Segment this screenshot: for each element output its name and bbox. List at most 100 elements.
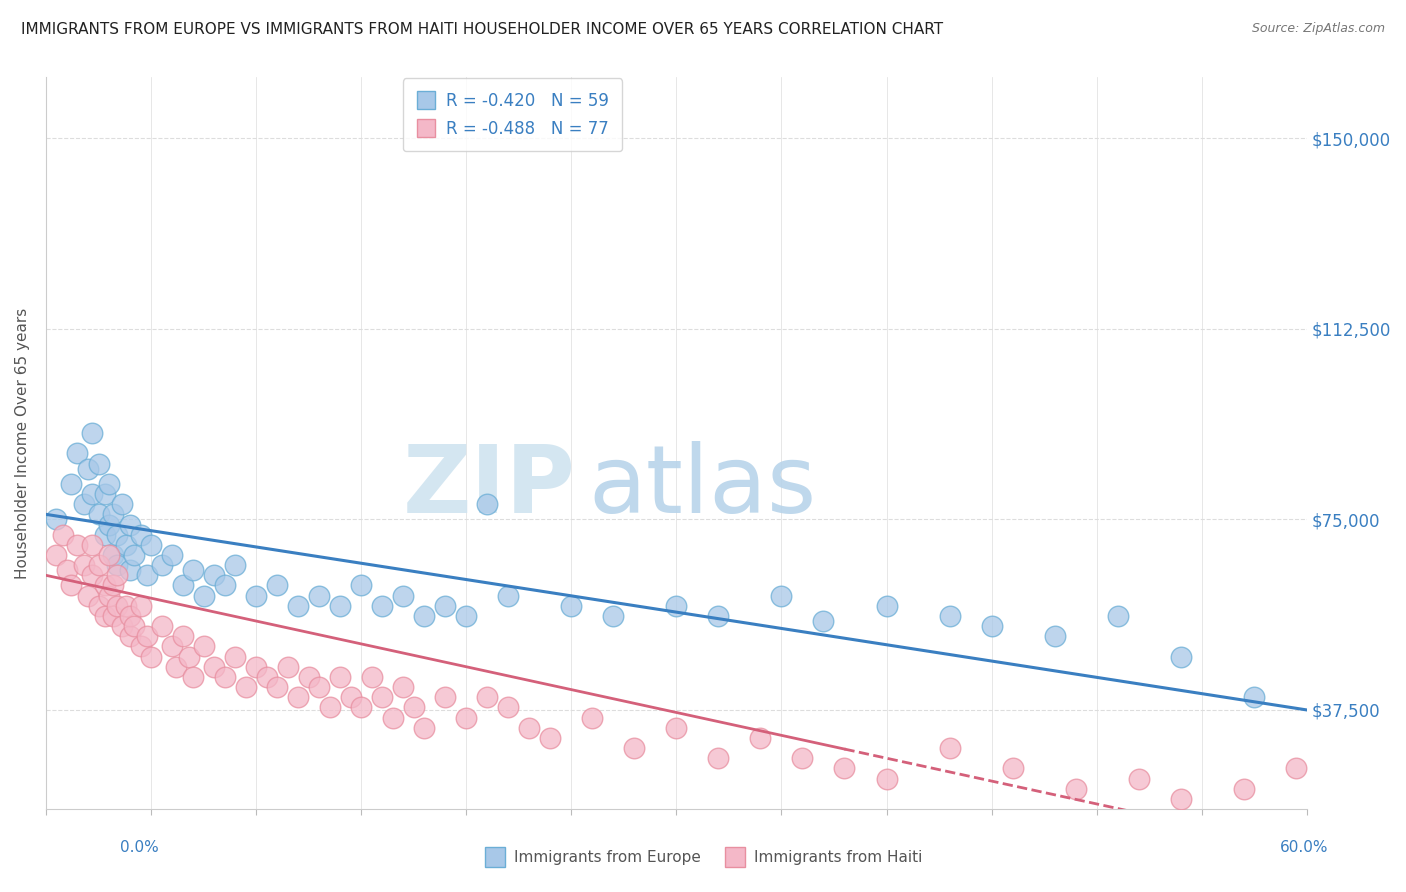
- Point: [103, 548, 125, 562]
- Point: [193, 640, 215, 654]
- Legend: R = -0.420   N = 59, R = -0.488   N = 77: R = -0.420 N = 59, R = -0.488 N = 77: [402, 78, 623, 151]
- Point: [129, 640, 152, 654]
- Point: [98, 476, 121, 491]
- Point: [122, 619, 145, 633]
- Point: [160, 640, 183, 654]
- Point: [193, 589, 215, 603]
- Point: [87, 599, 110, 613]
- Point: [114, 599, 136, 613]
- Point: [749, 731, 772, 745]
- Point: [1001, 761, 1024, 775]
- Point: [172, 629, 194, 643]
- Point: [181, 563, 204, 577]
- Point: [413, 721, 436, 735]
- Point: [434, 599, 457, 613]
- Point: [202, 568, 225, 582]
- Point: [118, 629, 141, 643]
- Point: [792, 751, 814, 765]
- Point: [73, 497, 96, 511]
- Point: [87, 508, 110, 522]
- Point: [813, 614, 835, 628]
- Point: [177, 649, 200, 664]
- Point: [1128, 772, 1150, 786]
- Text: IMMIGRANTS FROM EUROPE VS IMMIGRANTS FROM HAITI HOUSEHOLDER INCOME OVER 65 YEARS: IMMIGRANTS FROM EUROPE VS IMMIGRANTS FRO…: [21, 22, 943, 37]
- Point: [392, 589, 415, 603]
- Point: [111, 497, 134, 511]
- Point: [82, 538, 104, 552]
- Text: atlas: atlas: [588, 442, 817, 533]
- Point: [60, 578, 83, 592]
- Point: [82, 568, 104, 582]
- Point: [602, 609, 624, 624]
- Point: [287, 599, 309, 613]
- Point: [277, 659, 299, 673]
- Point: [150, 619, 173, 633]
- Point: [172, 578, 194, 592]
- Point: [350, 578, 373, 592]
- Point: [98, 589, 121, 603]
- Point: [77, 589, 100, 603]
- Point: [308, 680, 330, 694]
- Point: [181, 670, 204, 684]
- Legend: Immigrants from Europe, Immigrants from Haiti: Immigrants from Europe, Immigrants from …: [477, 844, 929, 871]
- Point: [82, 487, 104, 501]
- Point: [77, 461, 100, 475]
- Point: [707, 609, 730, 624]
- Point: [235, 680, 257, 694]
- Point: [308, 589, 330, 603]
- Point: [329, 670, 352, 684]
- Point: [66, 446, 89, 460]
- Y-axis label: Householder Income Over 65 years: Householder Income Over 65 years: [15, 308, 30, 579]
- Point: [339, 690, 361, 705]
- Point: [98, 517, 121, 532]
- Point: [876, 772, 898, 786]
- Point: [1064, 781, 1087, 796]
- Point: [876, 599, 898, 613]
- Point: [1233, 781, 1256, 796]
- Point: [150, 558, 173, 573]
- Point: [98, 548, 121, 562]
- Point: [135, 568, 157, 582]
- Text: Source: ZipAtlas.com: Source: ZipAtlas.com: [1251, 22, 1385, 36]
- Point: [224, 649, 246, 664]
- Point: [581, 710, 603, 724]
- Point: [139, 649, 162, 664]
- Point: [107, 558, 129, 573]
- Point: [1170, 792, 1192, 806]
- Point: [107, 568, 129, 582]
- Point: [318, 700, 340, 714]
- Point: [560, 599, 582, 613]
- Point: [160, 548, 183, 562]
- Point: [122, 548, 145, 562]
- Point: [381, 710, 404, 724]
- Point: [707, 751, 730, 765]
- Point: [665, 599, 688, 613]
- Point: [456, 609, 478, 624]
- Point: [87, 457, 110, 471]
- Point: [477, 497, 499, 511]
- Text: 0.0%: 0.0%: [120, 840, 159, 855]
- Point: [165, 659, 187, 673]
- Point: [623, 741, 645, 756]
- Point: [87, 558, 110, 573]
- Point: [94, 527, 117, 541]
- Point: [118, 563, 141, 577]
- Point: [298, 670, 321, 684]
- Point: [56, 563, 79, 577]
- Point: [103, 508, 125, 522]
- Point: [202, 659, 225, 673]
- Point: [538, 731, 561, 745]
- Point: [413, 609, 436, 624]
- Point: [665, 721, 688, 735]
- Point: [107, 599, 129, 613]
- Point: [245, 659, 267, 673]
- Point: [496, 700, 519, 714]
- Point: [1043, 629, 1066, 643]
- Point: [245, 589, 267, 603]
- Point: [938, 609, 960, 624]
- Point: [456, 710, 478, 724]
- Point: [214, 578, 236, 592]
- Point: [360, 670, 382, 684]
- Point: [118, 609, 141, 624]
- Point: [402, 700, 425, 714]
